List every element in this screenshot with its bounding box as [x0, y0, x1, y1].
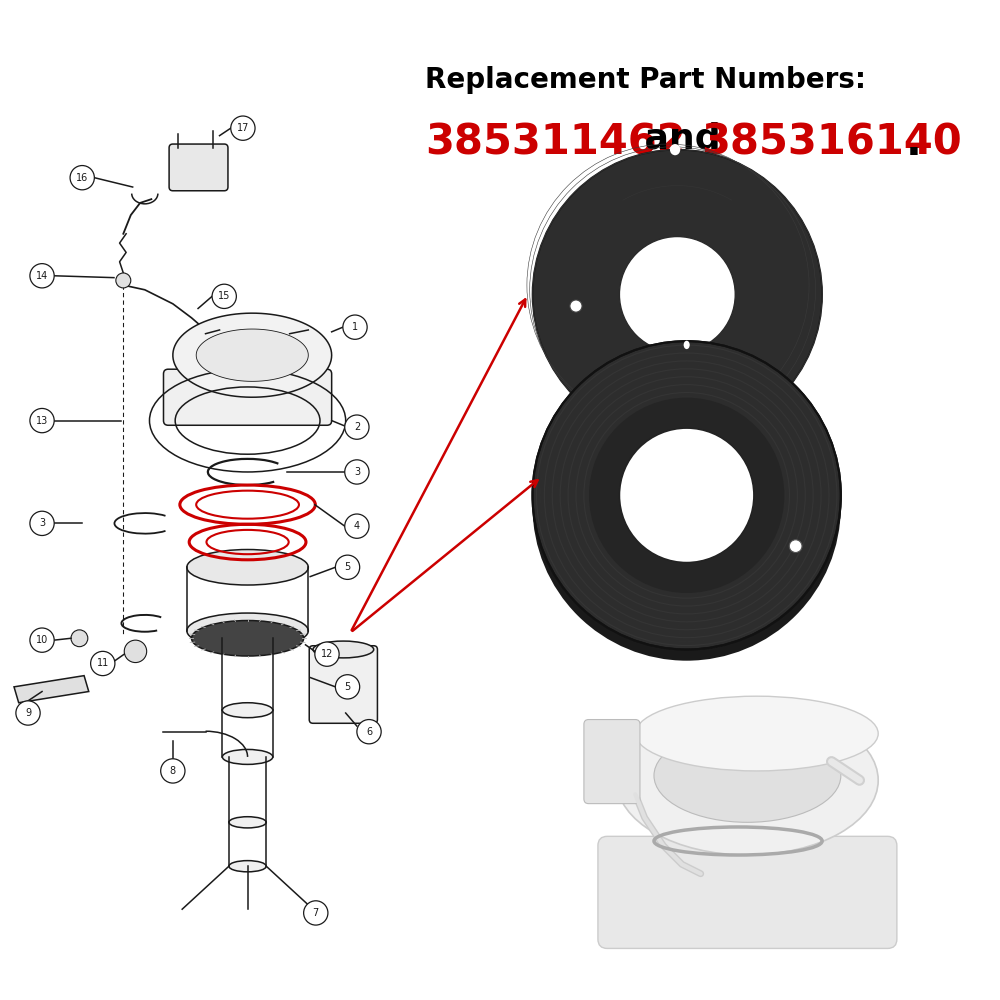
- Ellipse shape: [617, 706, 878, 855]
- Circle shape: [589, 398, 784, 593]
- Text: 14: 14: [36, 271, 48, 281]
- Text: 16: 16: [76, 173, 88, 183]
- Circle shape: [315, 642, 339, 666]
- Circle shape: [619, 428, 754, 563]
- Text: 13: 13: [36, 416, 48, 426]
- Ellipse shape: [229, 817, 266, 828]
- Ellipse shape: [187, 613, 308, 649]
- Circle shape: [212, 284, 236, 308]
- FancyBboxPatch shape: [309, 646, 377, 723]
- Ellipse shape: [684, 341, 690, 349]
- Text: 1: 1: [352, 322, 358, 332]
- Text: and: and: [632, 122, 734, 156]
- Text: 8: 8: [170, 766, 176, 776]
- Circle shape: [357, 720, 381, 744]
- Circle shape: [619, 237, 735, 352]
- Text: 10: 10: [36, 635, 48, 645]
- Text: 3: 3: [39, 518, 45, 528]
- Polygon shape: [173, 313, 332, 397]
- Circle shape: [30, 511, 54, 536]
- Circle shape: [533, 150, 822, 439]
- Circle shape: [619, 439, 754, 574]
- Text: 385311462: 385311462: [425, 122, 686, 164]
- Circle shape: [335, 675, 360, 699]
- Ellipse shape: [222, 703, 273, 718]
- Polygon shape: [196, 329, 308, 381]
- Circle shape: [345, 460, 369, 484]
- Ellipse shape: [313, 641, 374, 658]
- FancyBboxPatch shape: [163, 369, 332, 425]
- Circle shape: [30, 408, 54, 433]
- Circle shape: [71, 630, 88, 647]
- Circle shape: [124, 640, 147, 663]
- Text: 2: 2: [354, 422, 360, 432]
- Ellipse shape: [192, 621, 304, 656]
- Circle shape: [570, 300, 582, 312]
- Ellipse shape: [187, 550, 308, 585]
- Circle shape: [345, 415, 369, 439]
- Text: 4: 4: [354, 521, 360, 531]
- Polygon shape: [14, 676, 89, 703]
- Circle shape: [789, 540, 802, 552]
- Circle shape: [345, 514, 369, 538]
- Text: .: .: [906, 122, 922, 164]
- Circle shape: [161, 759, 185, 783]
- Text: 7: 7: [313, 908, 319, 918]
- FancyBboxPatch shape: [584, 720, 640, 804]
- Text: 17: 17: [237, 123, 249, 133]
- FancyBboxPatch shape: [598, 836, 897, 948]
- Ellipse shape: [635, 696, 878, 771]
- Text: 12: 12: [321, 649, 333, 659]
- Circle shape: [70, 166, 94, 190]
- Text: 5: 5: [344, 562, 351, 572]
- Circle shape: [91, 651, 115, 676]
- Text: 3: 3: [354, 467, 360, 477]
- Circle shape: [16, 701, 40, 725]
- Text: 5: 5: [344, 682, 351, 692]
- Text: 9: 9: [25, 708, 31, 718]
- Text: Replacement Part Numbers:: Replacement Part Numbers:: [425, 66, 866, 94]
- Circle shape: [30, 628, 54, 652]
- Ellipse shape: [654, 729, 841, 822]
- Circle shape: [116, 273, 131, 288]
- Ellipse shape: [229, 861, 266, 872]
- Circle shape: [231, 116, 255, 140]
- Circle shape: [304, 901, 328, 925]
- Text: 11: 11: [97, 658, 109, 668]
- Circle shape: [533, 352, 841, 661]
- Text: 6: 6: [366, 727, 372, 737]
- Circle shape: [343, 315, 367, 339]
- Circle shape: [335, 555, 360, 579]
- Ellipse shape: [670, 144, 680, 155]
- Circle shape: [533, 341, 841, 649]
- Circle shape: [30, 264, 54, 288]
- FancyBboxPatch shape: [169, 144, 228, 191]
- Ellipse shape: [222, 749, 273, 764]
- Text: 15: 15: [218, 291, 230, 301]
- Text: 385316140: 385316140: [701, 122, 961, 164]
